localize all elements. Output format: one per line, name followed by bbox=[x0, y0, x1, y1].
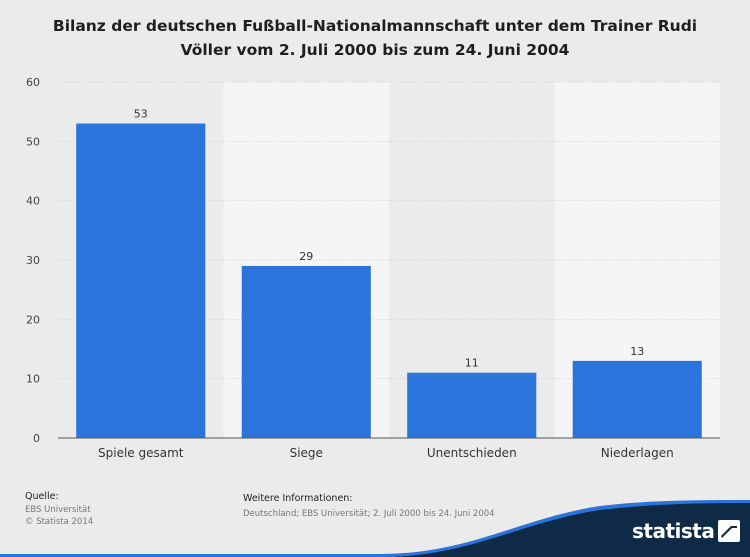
y-axis-ticks: 0 10 20 30 40 50 60 bbox=[26, 76, 40, 445]
category-label: Unentschieden bbox=[427, 446, 517, 460]
y-tick-label: 60 bbox=[26, 76, 40, 89]
bar-unentschieden[interactable] bbox=[407, 372, 537, 438]
statista-wordmark: statista bbox=[632, 519, 715, 543]
data-label: 53 bbox=[134, 108, 148, 121]
gridlines bbox=[58, 81, 720, 380]
y-tick-label: 40 bbox=[26, 195, 40, 208]
source-line-2: © Statista 2014 bbox=[25, 517, 94, 527]
category-label: Niederlagen bbox=[601, 446, 674, 460]
data-label: 13 bbox=[630, 345, 644, 358]
y-tick-label: 0 bbox=[33, 432, 40, 445]
chart-title: Bilanz der deutschen Fußball-Nationalman… bbox=[20, 14, 730, 62]
statista-logo[interactable]: statista bbox=[632, 518, 741, 544]
data-label: 29 bbox=[299, 250, 313, 263]
data-labels: 53 29 11 13 bbox=[134, 108, 645, 370]
chart-title-line-2: Völler vom 2. Juli 2000 bis zum 24. Juni… bbox=[180, 41, 570, 59]
category-label: Spiele gesamt bbox=[98, 446, 184, 460]
bar-spiele-gesamt[interactable] bbox=[76, 123, 206, 439]
y-tick-label: 30 bbox=[26, 254, 40, 267]
bar-chart: 0 10 20 30 40 50 60 53 29 11 13 Spiele gesamt Sieg… bbox=[26, 76, 720, 460]
source-label: Quelle: bbox=[25, 491, 59, 502]
info-text: Deutschland; EBS Universität; 2. Juli 20… bbox=[243, 509, 495, 519]
brand-banner bbox=[0, 500, 750, 557]
statista-logo-icon bbox=[718, 520, 741, 542]
bars bbox=[76, 123, 702, 439]
source-line-1: EBS Universität bbox=[25, 505, 91, 515]
info-label: Weitere Informationen: bbox=[243, 493, 353, 504]
chart-title-line-1: Bilanz der deutschen Fußball-Nationalman… bbox=[52, 17, 698, 35]
category-label: Siege bbox=[290, 446, 323, 460]
y-tick-label: 20 bbox=[26, 313, 40, 326]
y-tick-label: 10 bbox=[26, 373, 40, 386]
category-labels: Spiele gesamt Siege Unentschieden Niederlag… bbox=[98, 446, 674, 460]
y-tick-label: 50 bbox=[26, 135, 40, 148]
bar-niederlagen[interactable] bbox=[572, 360, 702, 438]
data-label: 11 bbox=[465, 357, 479, 370]
bar-siege[interactable] bbox=[241, 265, 371, 438]
